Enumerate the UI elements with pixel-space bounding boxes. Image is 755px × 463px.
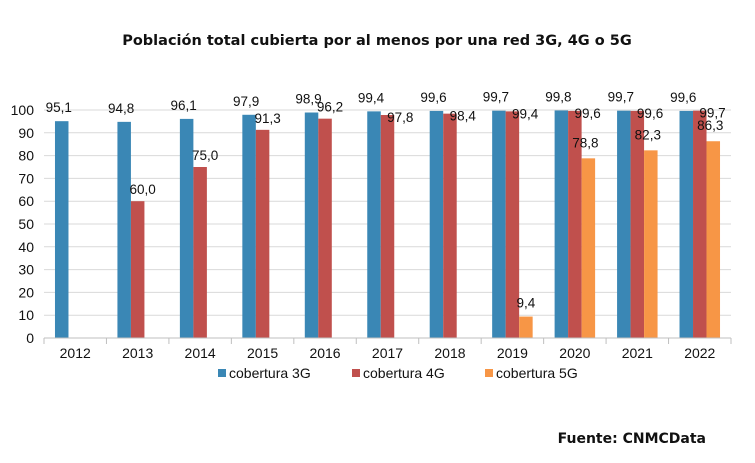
x-tick-label: 2015 (247, 345, 278, 361)
y-tick-label: 100 (11, 102, 35, 118)
legend: cobertura 3G cobertura 4G cobertura 5G (218, 365, 578, 381)
bar-cobertura-4g (505, 111, 520, 338)
bar-cobertura-5g (644, 150, 658, 338)
bar-cobertura-3g (679, 110, 694, 338)
x-tick-label: 2020 (559, 345, 590, 361)
legend-swatch (218, 369, 226, 377)
data-label: 97,8 (387, 110, 413, 125)
y-tick-label: 0 (26, 330, 34, 346)
bar-cobertura-3g (429, 110, 444, 338)
data-label: 99,6 (670, 90, 696, 105)
legend-swatch (485, 369, 493, 377)
data-label: 99,7 (483, 90, 509, 105)
bar-cobertura-3g (54, 121, 69, 338)
bar-cobertura-5g (706, 141, 721, 338)
x-tick-label: 2014 (185, 345, 216, 361)
x-tick-label: 2022 (684, 345, 715, 361)
data-label: 96,2 (317, 100, 343, 115)
x-tick-label: 2019 (497, 345, 528, 361)
data-label: 78,8 (572, 135, 598, 150)
bar-cobertura-3g (179, 118, 194, 338)
source-note: Fuente: CNMCData (558, 431, 706, 447)
legend-swatch (352, 369, 360, 377)
y-tick-label: 70 (18, 170, 34, 186)
data-label: 82,3 (635, 127, 661, 142)
data-label: 60,0 (130, 182, 156, 197)
bar-series (54, 110, 721, 339)
data-label: 98,9 (295, 92, 321, 107)
data-label: 99,7 (608, 90, 634, 105)
x-tick-label: 2018 (434, 345, 465, 361)
y-tick-label: 80 (18, 148, 34, 164)
data-label: 75,0 (192, 148, 218, 163)
data-label: 99,6 (637, 106, 663, 121)
x-tick-label: 2012 (60, 345, 91, 361)
x-tick-label: 2017 (372, 345, 403, 361)
data-label: 94,8 (108, 101, 134, 116)
legend-label: cobertura 3G (229, 365, 311, 381)
data-labels: 95,1 94,8 60,0 96,1 75,0 97,9 91,3 98,996,2 99,4… (46, 89, 726, 310)
bar-cobertura-3g (617, 110, 631, 339)
bar-cobertura-4g (193, 167, 207, 338)
y-tick-label: 20 (18, 284, 34, 300)
y-tick-label: 40 (18, 239, 34, 255)
data-label: 9,4 (517, 296, 536, 311)
y-tick-label: 90 (18, 125, 34, 141)
bar-cobertura-4g (443, 113, 457, 338)
data-label: 96,1 (170, 98, 196, 113)
bar-cobertura-3g (554, 110, 569, 339)
data-label: 99,6 (420, 90, 446, 105)
bar-cobertura-4g (568, 110, 582, 338)
bar-cobertura-3g (117, 121, 131, 338)
legend-label: cobertura 5G (496, 365, 578, 381)
legend-label: cobertura 4G (363, 365, 445, 381)
x-tick-label: 2016 (309, 345, 340, 361)
bar-cobertura-3g (304, 112, 319, 339)
data-label: 97,9 (233, 94, 259, 109)
bar-cobertura-3g (242, 114, 256, 339)
x-tick-label: 2013 (122, 345, 153, 361)
y-tick-label: 30 (18, 262, 34, 278)
bar-cobertura-4g (130, 201, 145, 338)
data-label: 86,3 (697, 118, 723, 133)
bar-cobertura-3g (492, 110, 506, 339)
bar-cobertura-4g (318, 118, 332, 338)
chart-title: Población total cubierta por al menos po… (122, 33, 632, 49)
y-tick-label: 50 (18, 216, 34, 232)
bar-cobertura-5g (519, 316, 533, 338)
bar-cobertura-4g (693, 110, 707, 339)
data-label: 99,4 (358, 90, 385, 105)
data-label: 99,6 (574, 106, 600, 121)
data-label: 98,4 (450, 109, 477, 124)
bar-cobertura-4g (255, 129, 270, 338)
bar-cobertura-4g (380, 115, 395, 339)
x-axis: 2012 2013 2014 2015 2016 2017 2018 2019 2020 2021… (43, 337, 732, 361)
data-label: 99,4 (512, 106, 539, 121)
x-tick-label: 2021 (622, 345, 653, 361)
y-tick-label: 60 (18, 193, 34, 209)
y-axis: 0 10 20 30 40 50 60 70 80 90 100 (11, 102, 35, 346)
bar-cobertura-3g (367, 111, 381, 338)
bar-cobertura-5g (581, 158, 596, 338)
data-label: 95,1 (46, 100, 72, 115)
bar-cobertura-4g (630, 110, 645, 338)
y-tick-label: 10 (18, 307, 34, 323)
data-label: 91,3 (254, 111, 280, 126)
data-label: 99,7 (699, 106, 725, 121)
data-label: 99,8 (545, 89, 571, 104)
